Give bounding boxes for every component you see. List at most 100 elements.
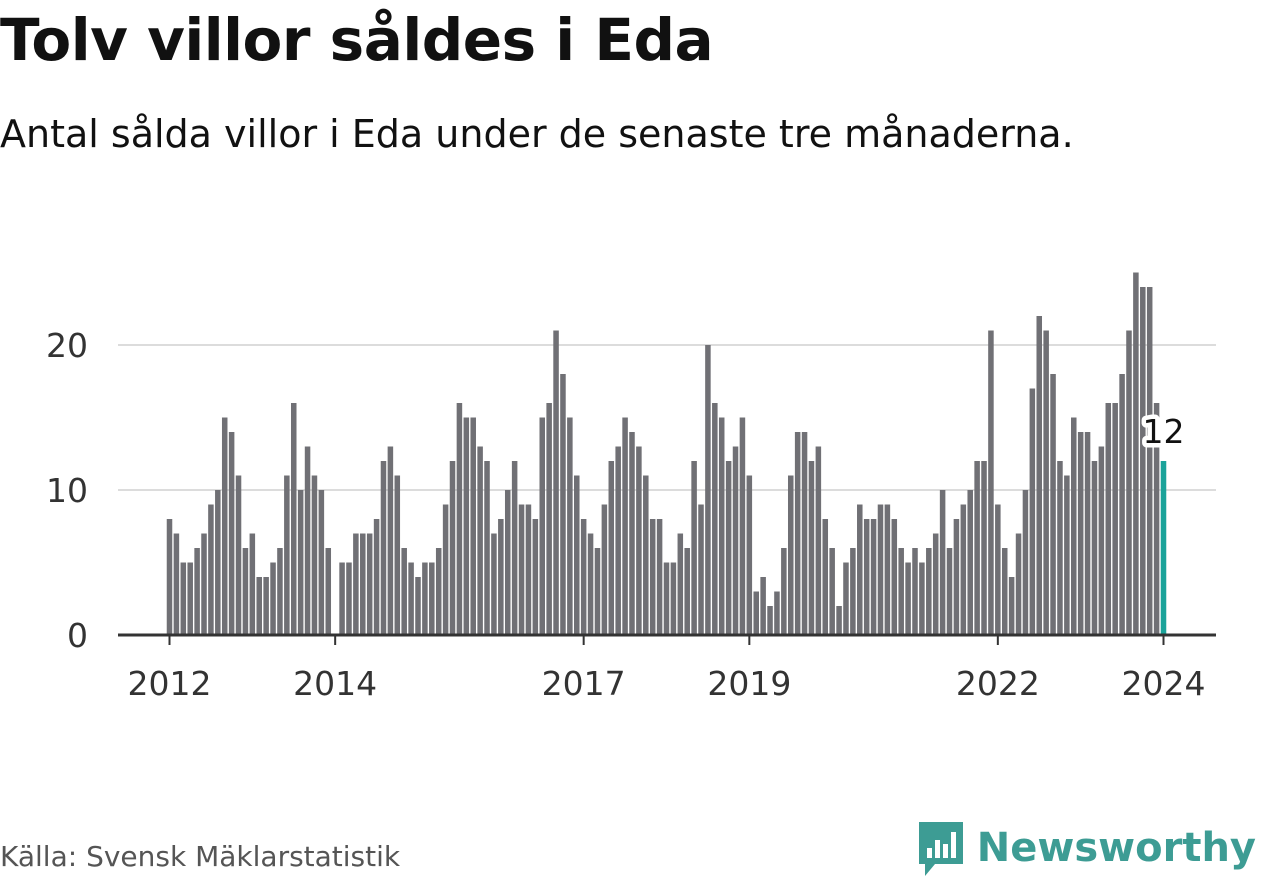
bar	[1091, 461, 1098, 635]
brand-name: Newsworthy	[976, 825, 1256, 871]
bar	[511, 461, 518, 635]
bar	[256, 577, 262, 635]
bar	[663, 562, 670, 635]
bar	[1133, 272, 1139, 635]
bar	[449, 461, 456, 635]
bar	[808, 461, 815, 635]
bar	[373, 519, 380, 635]
bar	[1057, 461, 1063, 635]
bar	[442, 504, 449, 635]
bar	[1071, 417, 1077, 635]
chart-title: Tolv villor såldes i Eda	[0, 6, 714, 74]
bar	[187, 562, 193, 635]
bar	[201, 533, 207, 635]
bar	[753, 591, 759, 635]
bar	[643, 475, 649, 635]
bar	[995, 504, 1001, 635]
x-tick-label: 2024	[1122, 664, 1206, 703]
bar	[1140, 287, 1146, 635]
bar	[1036, 316, 1043, 635]
bar	[622, 417, 628, 635]
bar	[394, 475, 401, 635]
x-tick-label: 2017	[542, 664, 626, 703]
bar	[1022, 490, 1029, 635]
bar	[1064, 475, 1070, 635]
bar	[380, 461, 387, 635]
bar	[518, 504, 525, 635]
bar	[180, 562, 187, 635]
bar	[553, 330, 559, 635]
bar	[1098, 446, 1105, 635]
bar	[1029, 388, 1036, 635]
bar	[732, 446, 739, 635]
bar	[215, 490, 221, 635]
bar	[905, 562, 911, 635]
bar	[221, 417, 228, 635]
last-value-label-halo: 12	[1143, 412, 1185, 451]
bar	[166, 519, 173, 635]
bar	[988, 330, 994, 635]
bar	[242, 548, 249, 635]
bars	[166, 272, 1167, 635]
bar	[435, 548, 442, 635]
bar	[339, 562, 345, 635]
bar	[615, 446, 621, 635]
bar	[601, 504, 608, 635]
chart-subtitle: Antal sålda villor i Eda under de senast…	[0, 112, 1074, 156]
bar	[346, 562, 352, 635]
y-tick-label: 10	[46, 471, 88, 510]
bar	[270, 562, 276, 635]
bar	[594, 548, 601, 635]
bar	[194, 548, 200, 635]
bar	[525, 504, 532, 635]
bar	[705, 345, 711, 635]
bar	[1105, 403, 1112, 635]
brand-logo: Newsworthy	[915, 818, 1256, 878]
bar	[712, 403, 718, 635]
bar	[608, 461, 615, 635]
bar	[843, 562, 849, 635]
bar	[1050, 374, 1056, 635]
bar	[311, 475, 318, 635]
bar	[587, 533, 594, 635]
bar	[691, 461, 697, 635]
bar	[228, 432, 235, 635]
bar	[760, 577, 766, 635]
bar	[891, 519, 898, 635]
bar	[919, 562, 925, 635]
bar	[677, 533, 684, 635]
bar	[746, 475, 753, 635]
bar	[656, 519, 663, 635]
x-tick-label: 2012	[128, 664, 212, 703]
bar	[1153, 403, 1160, 635]
bar	[801, 432, 808, 635]
last-value-label: 12	[1143, 412, 1185, 451]
bar	[850, 548, 856, 635]
bar	[898, 548, 904, 635]
y-tick-label: 0	[67, 616, 88, 655]
bar	[422, 562, 428, 635]
bar	[884, 504, 891, 635]
bar	[477, 446, 483, 635]
bar	[1146, 287, 1153, 635]
bar	[546, 403, 552, 635]
bar	[684, 548, 690, 635]
bar	[939, 490, 946, 635]
bar	[249, 533, 256, 635]
bar	[863, 519, 870, 635]
bar	[1084, 432, 1091, 635]
bar	[401, 548, 407, 635]
bar	[532, 519, 539, 635]
bar	[408, 562, 414, 635]
bar	[284, 475, 290, 635]
bar	[794, 432, 801, 635]
x-tick-label: 2022	[956, 664, 1040, 703]
bar-highlight	[1160, 461, 1167, 635]
bar	[829, 548, 835, 635]
bar	[567, 417, 573, 635]
bar	[822, 519, 829, 635]
bar	[787, 475, 794, 635]
bar	[456, 403, 463, 635]
